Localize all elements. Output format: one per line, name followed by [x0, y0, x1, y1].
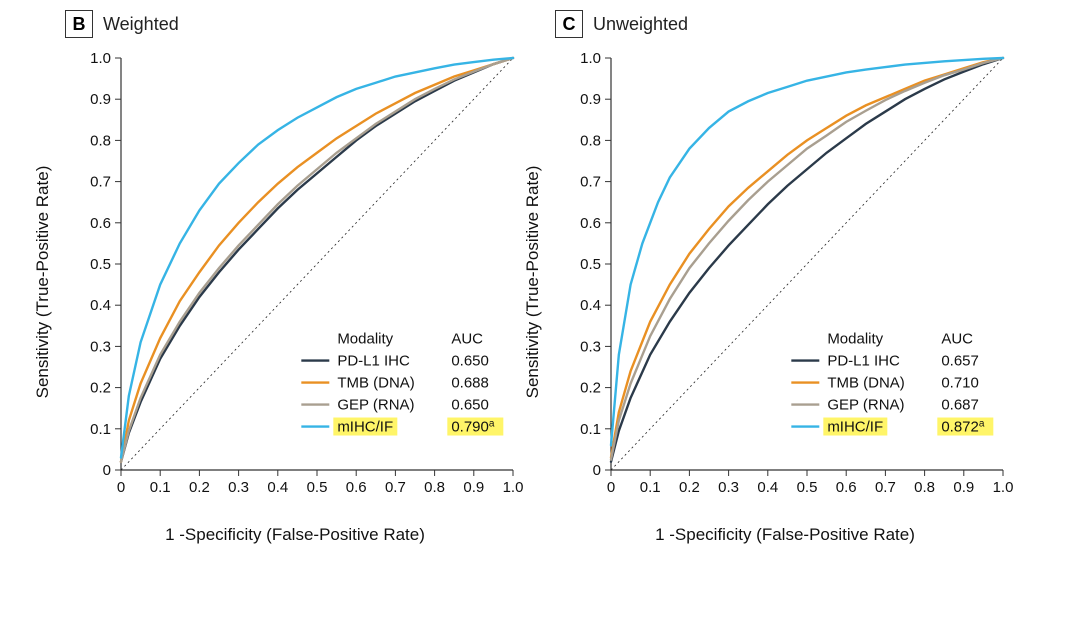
- y-axis-label: Sensitivity (True-Positive Rate): [523, 165, 543, 398]
- svg-text:0.9: 0.9: [953, 479, 974, 496]
- svg-text:0.4: 0.4: [757, 479, 778, 496]
- svg-text:0.8: 0.8: [914, 479, 935, 496]
- legend-header-modality: Modality: [337, 331, 393, 348]
- svg-text:0.6: 0.6: [836, 479, 857, 496]
- roc-panels: B Weighted Sensitivity (True-Positive Rate…: [10, 10, 1070, 545]
- svg-text:0.8: 0.8: [90, 132, 111, 149]
- svg-text:0.3: 0.3: [90, 338, 111, 355]
- legend-header-modality: Modality: [827, 331, 883, 348]
- panel-letter: B: [65, 10, 93, 38]
- svg-text:0.4: 0.4: [267, 479, 288, 496]
- x-axis-label: 1 -Specificity (False-Positive Rate): [555, 525, 1015, 545]
- svg-text:0.7: 0.7: [580, 174, 601, 191]
- legend-auc: 0.650: [451, 397, 489, 414]
- svg-text:0.1: 0.1: [580, 421, 601, 438]
- legend-header-auc: AUC: [941, 331, 973, 348]
- legend-modality: PD-L1 IHC: [827, 353, 900, 370]
- legend-header-auc: AUC: [451, 331, 483, 348]
- svg-text:0.5: 0.5: [580, 256, 601, 273]
- svg-text:0.2: 0.2: [90, 380, 111, 397]
- svg-text:0.7: 0.7: [90, 174, 111, 191]
- legend-modality: PD-L1 IHC: [337, 353, 410, 370]
- legend-auc: 0.688: [451, 375, 489, 392]
- svg-text:0.4: 0.4: [580, 297, 601, 314]
- y-axis-label: Sensitivity (True-Positive Rate): [33, 165, 53, 398]
- svg-text:0.7: 0.7: [385, 479, 406, 496]
- svg-text:0.2: 0.2: [580, 380, 601, 397]
- legend-modality: mIHC/IF: [337, 419, 393, 436]
- legend-auc: 0.650: [451, 353, 489, 370]
- panel-title: Weighted: [103, 14, 179, 35]
- chart-box: Sensitivity (True-Positive Rate)000.10.1…: [65, 44, 525, 519]
- svg-text:0.1: 0.1: [640, 479, 661, 496]
- svg-text:0.5: 0.5: [307, 479, 328, 496]
- panel-header: C Unweighted: [555, 10, 1015, 38]
- svg-text:0.7: 0.7: [875, 479, 896, 496]
- chart-box: Sensitivity (True-Positive Rate)000.10.1…: [555, 44, 1015, 519]
- svg-text:1.0: 1.0: [580, 50, 601, 67]
- svg-text:0.1: 0.1: [150, 479, 171, 496]
- panel-title: Unweighted: [593, 14, 688, 35]
- svg-text:0.3: 0.3: [228, 479, 249, 496]
- panel-letter: C: [555, 10, 583, 38]
- svg-text:0: 0: [117, 479, 125, 496]
- svg-text:0: 0: [103, 462, 111, 479]
- legend-auc: 0.872a: [941, 418, 985, 436]
- svg-text:0.2: 0.2: [189, 479, 210, 496]
- svg-text:0.3: 0.3: [580, 338, 601, 355]
- svg-text:0.5: 0.5: [90, 256, 111, 273]
- svg-text:0.9: 0.9: [463, 479, 484, 496]
- roc-chart: 00 0.1 0.1 0.2 0.2 0.3 0.3 0.4 0.4 0.5 0.5 0.6 0.6 0.…: [65, 44, 525, 514]
- svg-text:0.6: 0.6: [90, 215, 111, 232]
- svg-text:1.0: 1.0: [90, 50, 111, 67]
- legend-modality: TMB (DNA): [337, 375, 415, 392]
- svg-text:0.8: 0.8: [424, 479, 445, 496]
- legend-auc: 0.710: [941, 375, 979, 392]
- svg-text:1.0: 1.0: [993, 479, 1014, 496]
- legend-modality: TMB (DNA): [827, 375, 905, 392]
- svg-text:0.5: 0.5: [797, 479, 818, 496]
- roc-panel: BWeightedSensitivity (True-Positive Rate…: [65, 10, 525, 545]
- svg-text:0: 0: [593, 462, 601, 479]
- roc-chart: 00 0.1 0.1 0.2 0.2 0.3 0.3 0.4 0.4 0.5 0.5 0.6 0.6 0.…: [555, 44, 1015, 514]
- svg-text:0.8: 0.8: [580, 132, 601, 149]
- legend-auc: 0.687: [941, 397, 979, 414]
- svg-text:0.9: 0.9: [90, 91, 111, 108]
- svg-text:0.1: 0.1: [90, 421, 111, 438]
- legend-auc: 0.657: [941, 353, 979, 370]
- svg-text:0.6: 0.6: [580, 215, 601, 232]
- svg-text:0.2: 0.2: [679, 479, 700, 496]
- svg-text:0.9: 0.9: [580, 91, 601, 108]
- panel-header: B Weighted: [65, 10, 525, 38]
- svg-text:1.0: 1.0: [503, 479, 524, 496]
- svg-text:0.4: 0.4: [90, 297, 111, 314]
- x-axis-label: 1 -Specificity (False-Positive Rate): [65, 525, 525, 545]
- legend-modality: GEP (RNA): [337, 397, 414, 414]
- svg-text:0.3: 0.3: [718, 479, 739, 496]
- roc-panel: CUnweightedSensitivity (True-Positive Ra…: [555, 10, 1015, 545]
- legend-auc: 0.790a: [451, 418, 495, 436]
- legend-modality: mIHC/IF: [827, 419, 883, 436]
- legend-modality: GEP (RNA): [827, 397, 904, 414]
- svg-text:0: 0: [607, 479, 615, 496]
- svg-text:0.6: 0.6: [346, 479, 367, 496]
